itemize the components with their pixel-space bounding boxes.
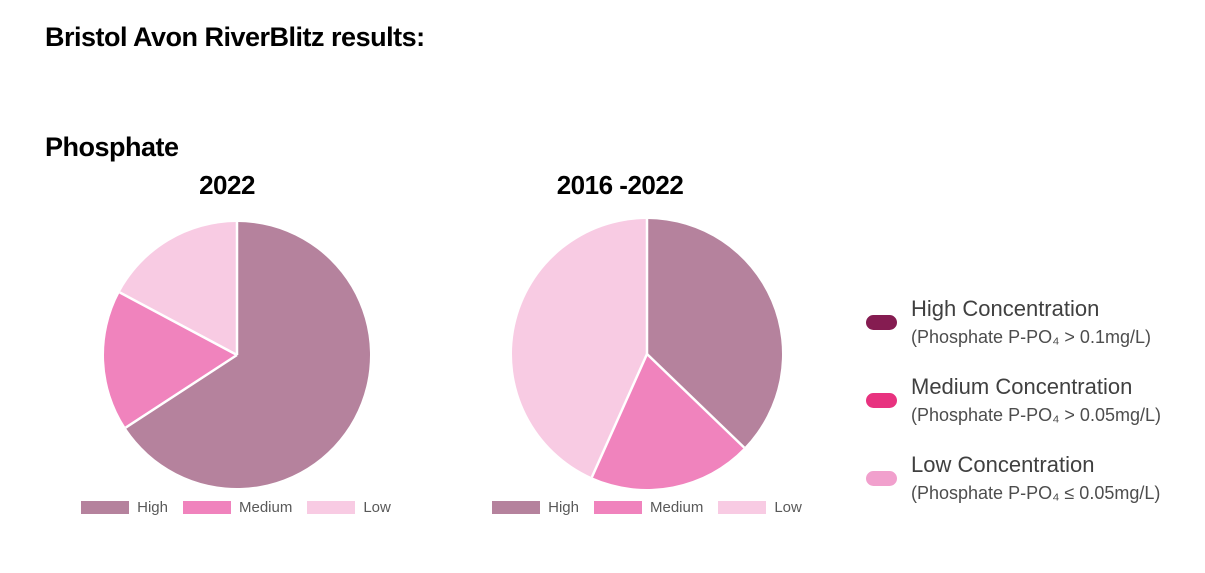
pie-slice-medium [104,292,237,428]
slice-separator [646,353,746,449]
high-concentration-swatch-pill [866,314,897,330]
legend-subtitle-medium: (Phosphate P-PO₄ > 0.05mg/L) [911,405,1161,425]
chart-title-2022: 2022 [199,170,255,200]
legend-item-medium-concentration: Medium Concentration (Phosphate P-PO₄ > … [866,372,1196,428]
legend-subtitle-low: (Phosphate P-PO₄ ≤ 0.05mg/L) [911,483,1161,503]
slice-separator [124,353,238,429]
legend-label-high: High [548,499,579,516]
pie-chart-2022 [104,222,371,488]
pie-legend-2016-2022: High Medium Low [477,499,817,516]
legend-label-medium: Medium [238,499,293,516]
legend-swatch-low [718,501,767,514]
legend-label-medium: Medium [649,499,704,516]
legend-title-high: High Concentration [911,296,1100,321]
pie-slice-low [119,222,237,355]
pie-slice-high [647,219,782,448]
section-label: Phosphate [45,132,179,162]
pie-slice-low [512,219,647,478]
legend-title-low: Low Concentration [911,452,1095,477]
pie-slice-medium [591,354,745,489]
legend-swatch-medium [182,501,231,514]
concentration-legend: High Concentration (Phosphate P-PO₄ > 0.… [866,294,1196,528]
pie-legend-2022: High Medium Low [66,499,406,516]
chart-title-2016-2022: 2016 -2022 [556,170,684,200]
pie-chart-2016-2022 [512,219,782,489]
legend-label-low: Low [774,499,802,516]
legend-label-high: High [137,499,168,516]
legend-swatch-high [492,501,541,514]
legend-title-medium: Medium Concentration [911,374,1133,399]
page-title: Bristol Avon RiverBlitz results: [45,22,425,52]
legend-label-low: Low [363,499,391,516]
low-concentration-swatch-pill [866,470,897,486]
slice-separator [590,353,649,478]
slice-separator [119,291,238,357]
pie-slice-high [125,222,371,488]
legend-swatch-low [307,501,356,514]
legend-swatch-medium [593,501,642,514]
legend-subtitle-high: (Phosphate P-PO₄ > 0.1mg/L) [911,327,1151,347]
legend-item-high-concentration: High Concentration (Phosphate P-PO₄ > 0.… [866,294,1196,350]
legend-swatch-high [81,501,130,514]
medium-concentration-swatch-pill [866,392,897,408]
legend-item-low-concentration: Low Concentration (Phosphate P-PO₄ ≤ 0.0… [866,450,1196,506]
